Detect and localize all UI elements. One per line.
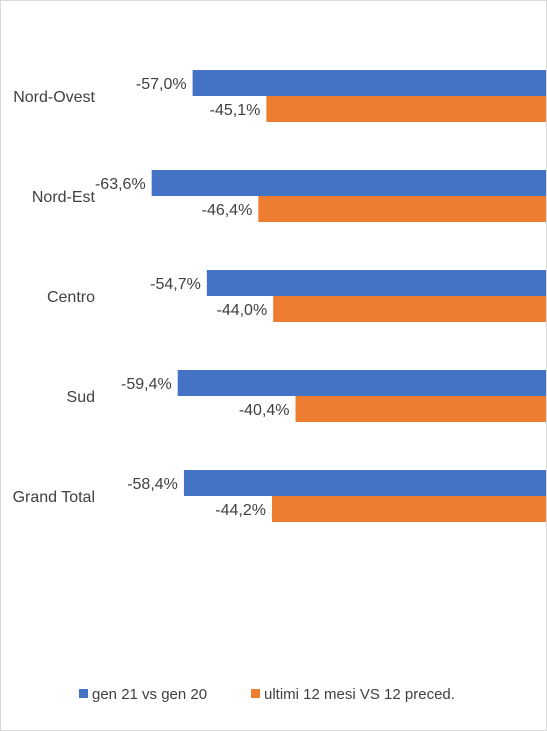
data-label-grand-total-series-2: -44,2% [215, 502, 266, 519]
category-label-nord-ovest: Nord-Ovest [13, 89, 95, 106]
data-label-sud-series-2: -40,4% [239, 402, 290, 419]
data-label-nord-est-series-1: -63,6% [95, 176, 146, 193]
bar-nord-est-series-2 [258, 196, 546, 222]
bar-nord-ovest-series-1 [192, 70, 546, 96]
data-label-centro-series-1: -54,7% [150, 276, 201, 293]
legend-label-series-2: ultimi 12 mesi VS 12 preced. [264, 686, 455, 703]
bar-centro-series-1 [206, 270, 546, 296]
labels-layer: Nord-Ovest -57,0% -45,1% Nord-Est-63,6% -46,… [13, 76, 290, 519]
bar-nord-ovest-series-2 [266, 96, 546, 122]
category-label-grand-total: Grand Total [13, 489, 95, 506]
legend: gen 21 vs gen 20 ultimi 12 mesi VS 12 pre… [79, 686, 455, 703]
legend-label-series-1: gen 21 vs gen 20 [92, 686, 207, 703]
category-label-nord-est: Nord-Est [32, 189, 96, 206]
data-label-nord-ovest-series-2: -45,1% [210, 102, 261, 119]
data-label-centro-series-2: -44,0% [216, 302, 267, 319]
bars-layer [151, 70, 546, 522]
bar-grand-total-series-1 [183, 470, 546, 496]
category-label-sud: Sud [67, 389, 95, 406]
category-label-centro: Centro [47, 289, 95, 306]
bar-centro-series-2 [273, 296, 546, 322]
data-label-nord-ovest-series-1: -57,0% [136, 76, 187, 93]
bar-nord-est-series-1 [151, 170, 546, 196]
bar-grand-total-series-2 [271, 496, 546, 522]
legend-swatch-series-1 [79, 689, 88, 698]
data-label-grand-total-series-1: -58,4% [127, 476, 178, 493]
bar-sud-series-2 [295, 396, 546, 422]
legend-swatch-series-2 [251, 689, 260, 698]
data-label-nord-est-series-2: -46,4% [202, 202, 253, 219]
bar-sud-series-1 [177, 370, 546, 396]
data-label-sud-series-1: -59,4% [121, 376, 172, 393]
